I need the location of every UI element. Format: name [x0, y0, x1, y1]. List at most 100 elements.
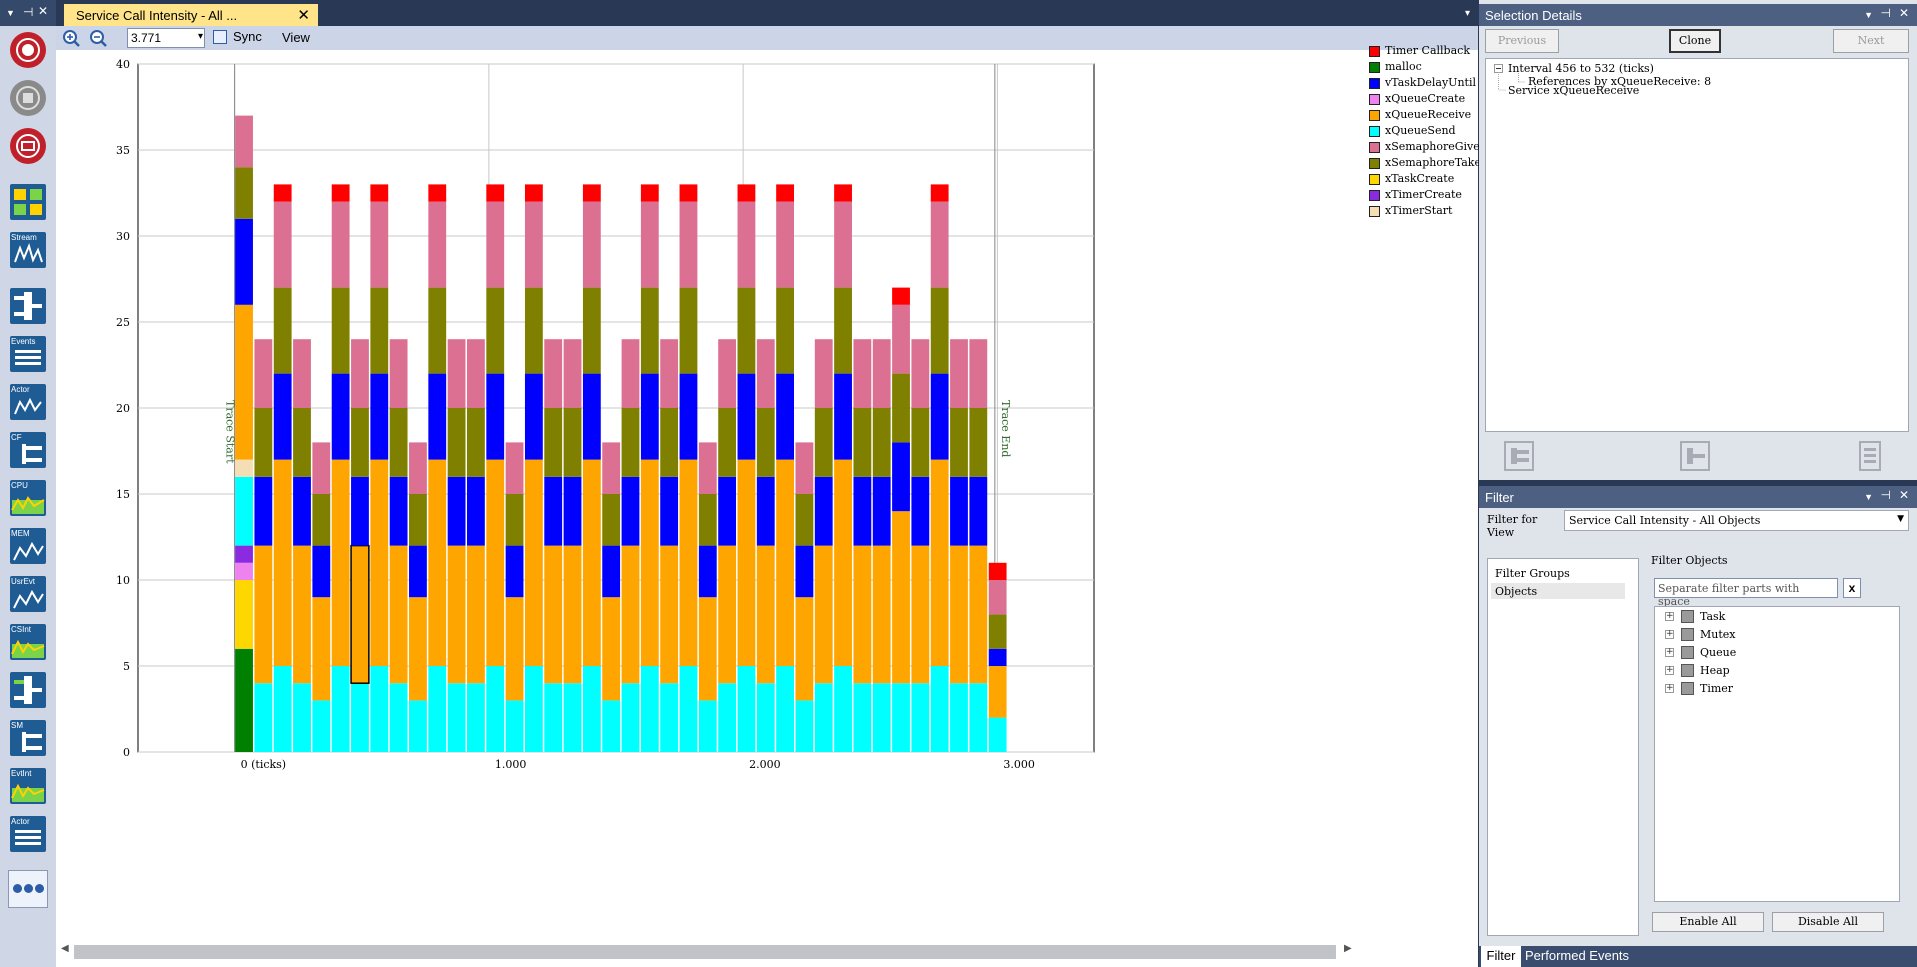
bar-segment-vtaskdelayuntil[interactable] — [428, 373, 447, 460]
bar-segment-vtaskdelayuntil[interactable] — [640, 373, 659, 460]
bar-segment-xsemaphoretake[interactable] — [621, 408, 640, 477]
tree-node-interval[interactable]: Interval 456 to 532 (ticks) — [1508, 62, 1654, 75]
bar-segment-vtaskdelayuntil[interactable] — [853, 476, 872, 546]
bar-segment-xqueuereceive[interactable] — [834, 459, 852, 666]
bar-segment-xsemaphoretake[interactable] — [312, 494, 331, 546]
bar-segment-xsemaphoretake[interactable] — [582, 287, 601, 374]
event-intensity-view-button[interactable]: EvtInt — [10, 768, 46, 804]
bar-segment-xsemaphoregive[interactable] — [389, 339, 408, 408]
bar-segment-xsemaphoregive[interactable] — [988, 580, 1007, 615]
bar-segment-xqueuereceive[interactable] — [331, 459, 350, 666]
bar-segment-malloc[interactable] — [235, 648, 253, 752]
bar-segment-xqueuesend[interactable] — [351, 683, 369, 752]
service-call-intensity-view-button[interactable]: CSInt — [10, 624, 46, 660]
bar-segment-xsemaphoretake[interactable] — [795, 494, 814, 546]
bar-segment-xsemaphoretake[interactable] — [447, 408, 466, 477]
bar-segment-xqueuereceive[interactable] — [312, 597, 331, 701]
bar-segment-xsemaphoregive[interactable] — [892, 304, 910, 374]
state-machine-view-button[interactable]: SM — [10, 720, 46, 756]
bar-segment-xsemaphoretake[interactable] — [853, 408, 872, 477]
bar-segment-xsemaphoretake[interactable] — [814, 408, 833, 477]
bar-segment-xsemaphoregive[interactable] — [776, 201, 794, 288]
bar-segment-vtaskdelayuntil[interactable] — [486, 373, 505, 460]
bar-segment-xqueuesend[interactable] — [524, 666, 543, 752]
bar-segment-xqueuereceive[interactable] — [737, 459, 756, 666]
bar-segment-vtaskdelayuntil[interactable] — [331, 373, 350, 460]
bar-segment-xsemaphoregive[interactable] — [834, 201, 852, 288]
bar-segment-xsemaphoregive[interactable] — [331, 201, 350, 288]
bar-segment-xsemaphoretake[interactable] — [351, 408, 369, 477]
snapshot-button[interactable] — [10, 128, 46, 164]
bar-segment-vtaskdelayuntil[interactable] — [582, 373, 601, 460]
bar-segment-xsemaphoregive[interactable] — [698, 442, 717, 494]
bar-segment-timer-callback[interactable] — [582, 184, 601, 202]
bar-segment-vtaskdelayuntil[interactable] — [235, 218, 253, 305]
zoom-in-icon[interactable] — [62, 29, 80, 47]
bar-segment-xsemaphoretake[interactable] — [892, 373, 910, 443]
bar-segment-xqueuereceive[interactable] — [466, 545, 485, 684]
toolbar-close-icon[interactable]: ✕ — [38, 4, 49, 18]
bar-segment-timer-callback[interactable] — [834, 184, 852, 202]
bar-segment-xsemaphoregive[interactable] — [466, 339, 485, 408]
tree-node-references[interactable]: References by xQueueReceive: 8 — [1528, 75, 1712, 88]
bar-segment-vtaskdelayuntil[interactable] — [814, 476, 833, 546]
bar-segment-xqueuereceive[interactable] — [911, 545, 930, 684]
tab-performed-events[interactable]: Performed Events — [1525, 948, 1630, 963]
bar-segment-timer-callback[interactable] — [737, 184, 756, 202]
bar-segment-xqueuesend[interactable] — [254, 683, 273, 752]
bar-segment-xqueuereceive[interactable] — [776, 459, 794, 666]
bar-segment-xqueuereceive[interactable] — [872, 545, 891, 684]
bar-segment-xsemaphoregive[interactable] — [640, 201, 659, 288]
bar-segment-vtaskdelayuntil[interactable] — [950, 476, 968, 546]
bar-segment-xqueuereceive[interactable] — [640, 459, 659, 666]
bar-segment-xsemaphoregive[interactable] — [409, 442, 427, 494]
toolbar-menu-icon[interactable]: ▼ — [6, 8, 15, 18]
bar-segment-xsemaphoregive[interactable] — [370, 201, 389, 288]
bar-segment-xsemaphoregive[interactable] — [814, 339, 833, 408]
bar-segment-xqueuereceive[interactable] — [930, 459, 949, 666]
view-menu[interactable]: View — [282, 30, 310, 45]
bar-segment-vtaskdelayuntil[interactable] — [602, 545, 621, 598]
close-icon[interactable]: ✕ — [1898, 488, 1909, 502]
bar-segment-timer-callback[interactable] — [331, 184, 350, 202]
bar-segment-xsemaphoretake[interactable] — [602, 494, 621, 546]
bar-segment-vtaskdelayuntil[interactable] — [370, 373, 389, 460]
bar-segment-xsemaphoregive[interactable] — [486, 201, 505, 288]
bar-segment-vtaskdelayuntil[interactable] — [969, 476, 988, 546]
bar-segment-xqueuesend[interactable] — [660, 683, 679, 752]
bar-segment-xqueuesend[interactable] — [273, 666, 292, 752]
bar-segment-xqueuesend[interactable] — [737, 666, 756, 752]
bar-segment-xqueuesend[interactable] — [602, 700, 621, 752]
bar-segment-xsemaphoretake[interactable] — [293, 408, 311, 477]
bar-segment-xqueuereceive[interactable] — [969, 545, 988, 684]
bar-segment-vtaskdelayuntil[interactable] — [737, 373, 756, 460]
bar-segment-vtaskdelayuntil[interactable] — [679, 373, 698, 460]
pin-icon[interactable]: ⊣ — [1880, 488, 1891, 502]
events-view-button[interactable]: Events — [10, 336, 46, 372]
bar-segment-xsemaphoretake[interactable] — [660, 408, 679, 477]
horizontal-scrollbar[interactable]: ◀ ▶ — [56, 940, 1478, 967]
bar-segment-xqueuereceive[interactable] — [679, 459, 698, 666]
bar-segment-xsemaphoregive[interactable] — [930, 201, 949, 288]
bar-segment-xqueuesend[interactable] — [409, 700, 427, 752]
bar-segment-xqueuereceive[interactable] — [988, 666, 1007, 718]
bar-segment-xsemaphoretake[interactable] — [834, 287, 852, 374]
bar-segment-xqueuereceive[interactable] — [563, 545, 582, 684]
bar-segment-xqueuesend[interactable] — [370, 666, 389, 752]
bar-segment-xqueuereceive[interactable] — [273, 459, 292, 666]
scroll-left-icon[interactable]: ◀ — [61, 943, 69, 954]
close-icon[interactable]: ✕ — [1898, 6, 1909, 20]
bar-segment-vtaskdelayuntil[interactable] — [293, 476, 311, 546]
bar-segment-vtaskdelayuntil[interactable] — [389, 476, 408, 546]
bar-segment-xsemaphoregive[interactable] — [718, 339, 737, 408]
bar-segment-xsemaphoregive[interactable] — [293, 339, 311, 408]
bar-segment-timer-callback[interactable] — [428, 184, 447, 202]
bar-segment-vtaskdelayuntil[interactable] — [447, 476, 466, 546]
bar-segment-xqueuereceive[interactable] — [544, 545, 563, 684]
enable-all-button[interactable]: Enable All — [1652, 912, 1764, 932]
bar-segment-xsemaphoregive[interactable] — [582, 201, 601, 288]
document-tab-service-call-intensity[interactable]: Service Call Intensity - All ... ✕ — [64, 4, 318, 26]
bar-segment-xsemaphoretake[interactable] — [679, 287, 698, 374]
bar-segment-xqueuereceive[interactable] — [409, 597, 427, 701]
bar-segment-xqueuereceive[interactable] — [254, 545, 273, 684]
